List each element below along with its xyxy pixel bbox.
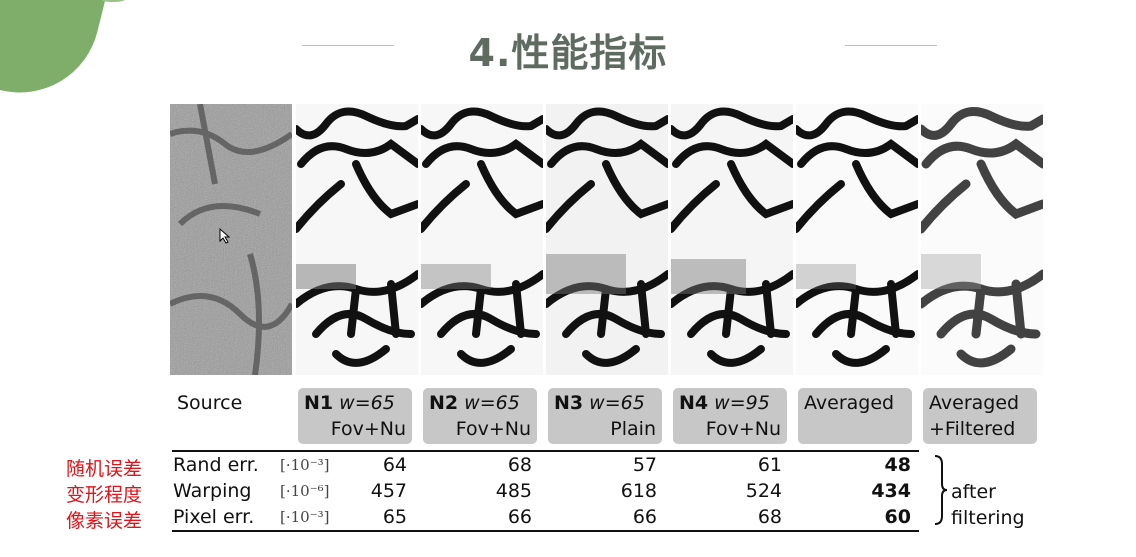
caption-method: Averaged: [804, 392, 895, 414]
caption-name: N2: [429, 392, 459, 414]
caption-line1: Averaged: [929, 392, 1020, 414]
title-rule-left: [302, 45, 394, 46]
caption-n2: N2 w=65 Fov+Nu: [423, 388, 537, 444]
cell-n3: 618: [620, 480, 657, 502]
cell-averaged: 60: [884, 506, 911, 528]
cell-n2: 68: [507, 454, 532, 476]
caption-method: Fov+Nu: [330, 418, 406, 440]
right-brace-icon: [934, 455, 948, 525]
after-line2: filtering: [951, 507, 1025, 529]
row-label-cn: 随机误差: [66, 458, 143, 480]
segmentation-image-averaged-filtered: [921, 104, 1043, 375]
after-filtering-note: after filtering: [951, 479, 1025, 531]
caption-method: Fov+Nu: [455, 418, 531, 440]
cell-n3: 66: [632, 506, 657, 528]
caption-n1: N1 w=65 Fov+Nu: [298, 388, 412, 444]
slide-title: 4.性能指标: [468, 31, 668, 75]
table-bottom-rule: [172, 530, 919, 532]
segmentation-image-n3: [546, 104, 668, 375]
row-label-cn: 像素误差: [66, 510, 143, 532]
cell-n1: 457: [370, 480, 407, 502]
table-row: 像素误差 Pixel err. [·10⁻³] 65 66 66 68 60: [0, 506, 1136, 532]
caption-n4: N4 w=95 Fov+Nu: [673, 388, 787, 444]
segmentation-image-n1: [296, 104, 418, 375]
caption-n3: N3 w=65 Plain: [548, 388, 662, 444]
source-label: Source: [177, 392, 243, 414]
caption-name: N4: [679, 392, 709, 414]
row-unit: [·10⁻³]: [280, 456, 330, 474]
caption-param: w=65: [589, 392, 645, 414]
row-unit: [·10⁻⁶]: [280, 482, 330, 500]
decorative-leaf-tip: [88, 0, 138, 2]
segmentation-image-averaged: [796, 104, 918, 375]
caption-param: w=65: [339, 392, 395, 414]
cell-n3: 57: [632, 454, 657, 476]
row-label: Rand err.: [173, 454, 259, 476]
row-label: Pixel err.: [173, 506, 255, 528]
after-line1: after: [951, 481, 996, 503]
caption-averaged: Averaged: [798, 388, 912, 444]
row-unit: [·10⁻³]: [280, 508, 330, 526]
row-label-cn: 变形程度: [66, 484, 143, 506]
title-rule-right: [845, 45, 937, 46]
mouse-cursor-icon: [219, 228, 231, 244]
caption-line2: +Filtered: [929, 418, 1016, 440]
caption-param: w=65: [464, 392, 520, 414]
cell-averaged: 434: [871, 480, 911, 502]
table-top-rule: [172, 450, 919, 452]
caption-name: N1: [304, 392, 334, 414]
cell-n2: 485: [495, 480, 532, 502]
cell-n1: 64: [382, 454, 407, 476]
table-row: 变形程度 Warping [·10⁻⁶] 457 485 618 524 434: [0, 480, 1136, 506]
caption-method: Plain: [610, 418, 656, 440]
cell-n1: 65: [382, 506, 407, 528]
row-label: Warping: [173, 480, 252, 502]
source-image: [170, 104, 292, 375]
cell-n2: 66: [507, 506, 532, 528]
caption-averaged-filtered: Averaged +Filtered: [923, 388, 1037, 444]
caption-param: w=95: [714, 392, 770, 414]
cell-n4: 68: [757, 506, 782, 528]
caption-method: Fov+Nu: [705, 418, 781, 440]
cell-n4: 61: [757, 454, 782, 476]
segmentation-image-n2: [421, 104, 543, 375]
segmentation-image-n4: [671, 104, 793, 375]
cell-averaged: 48: [884, 454, 911, 476]
cell-n4: 524: [745, 480, 782, 502]
table-row: 随机误差 Rand err. [·10⁻³] 64 68 57 61 48: [0, 454, 1136, 480]
caption-name: N3: [554, 392, 584, 414]
